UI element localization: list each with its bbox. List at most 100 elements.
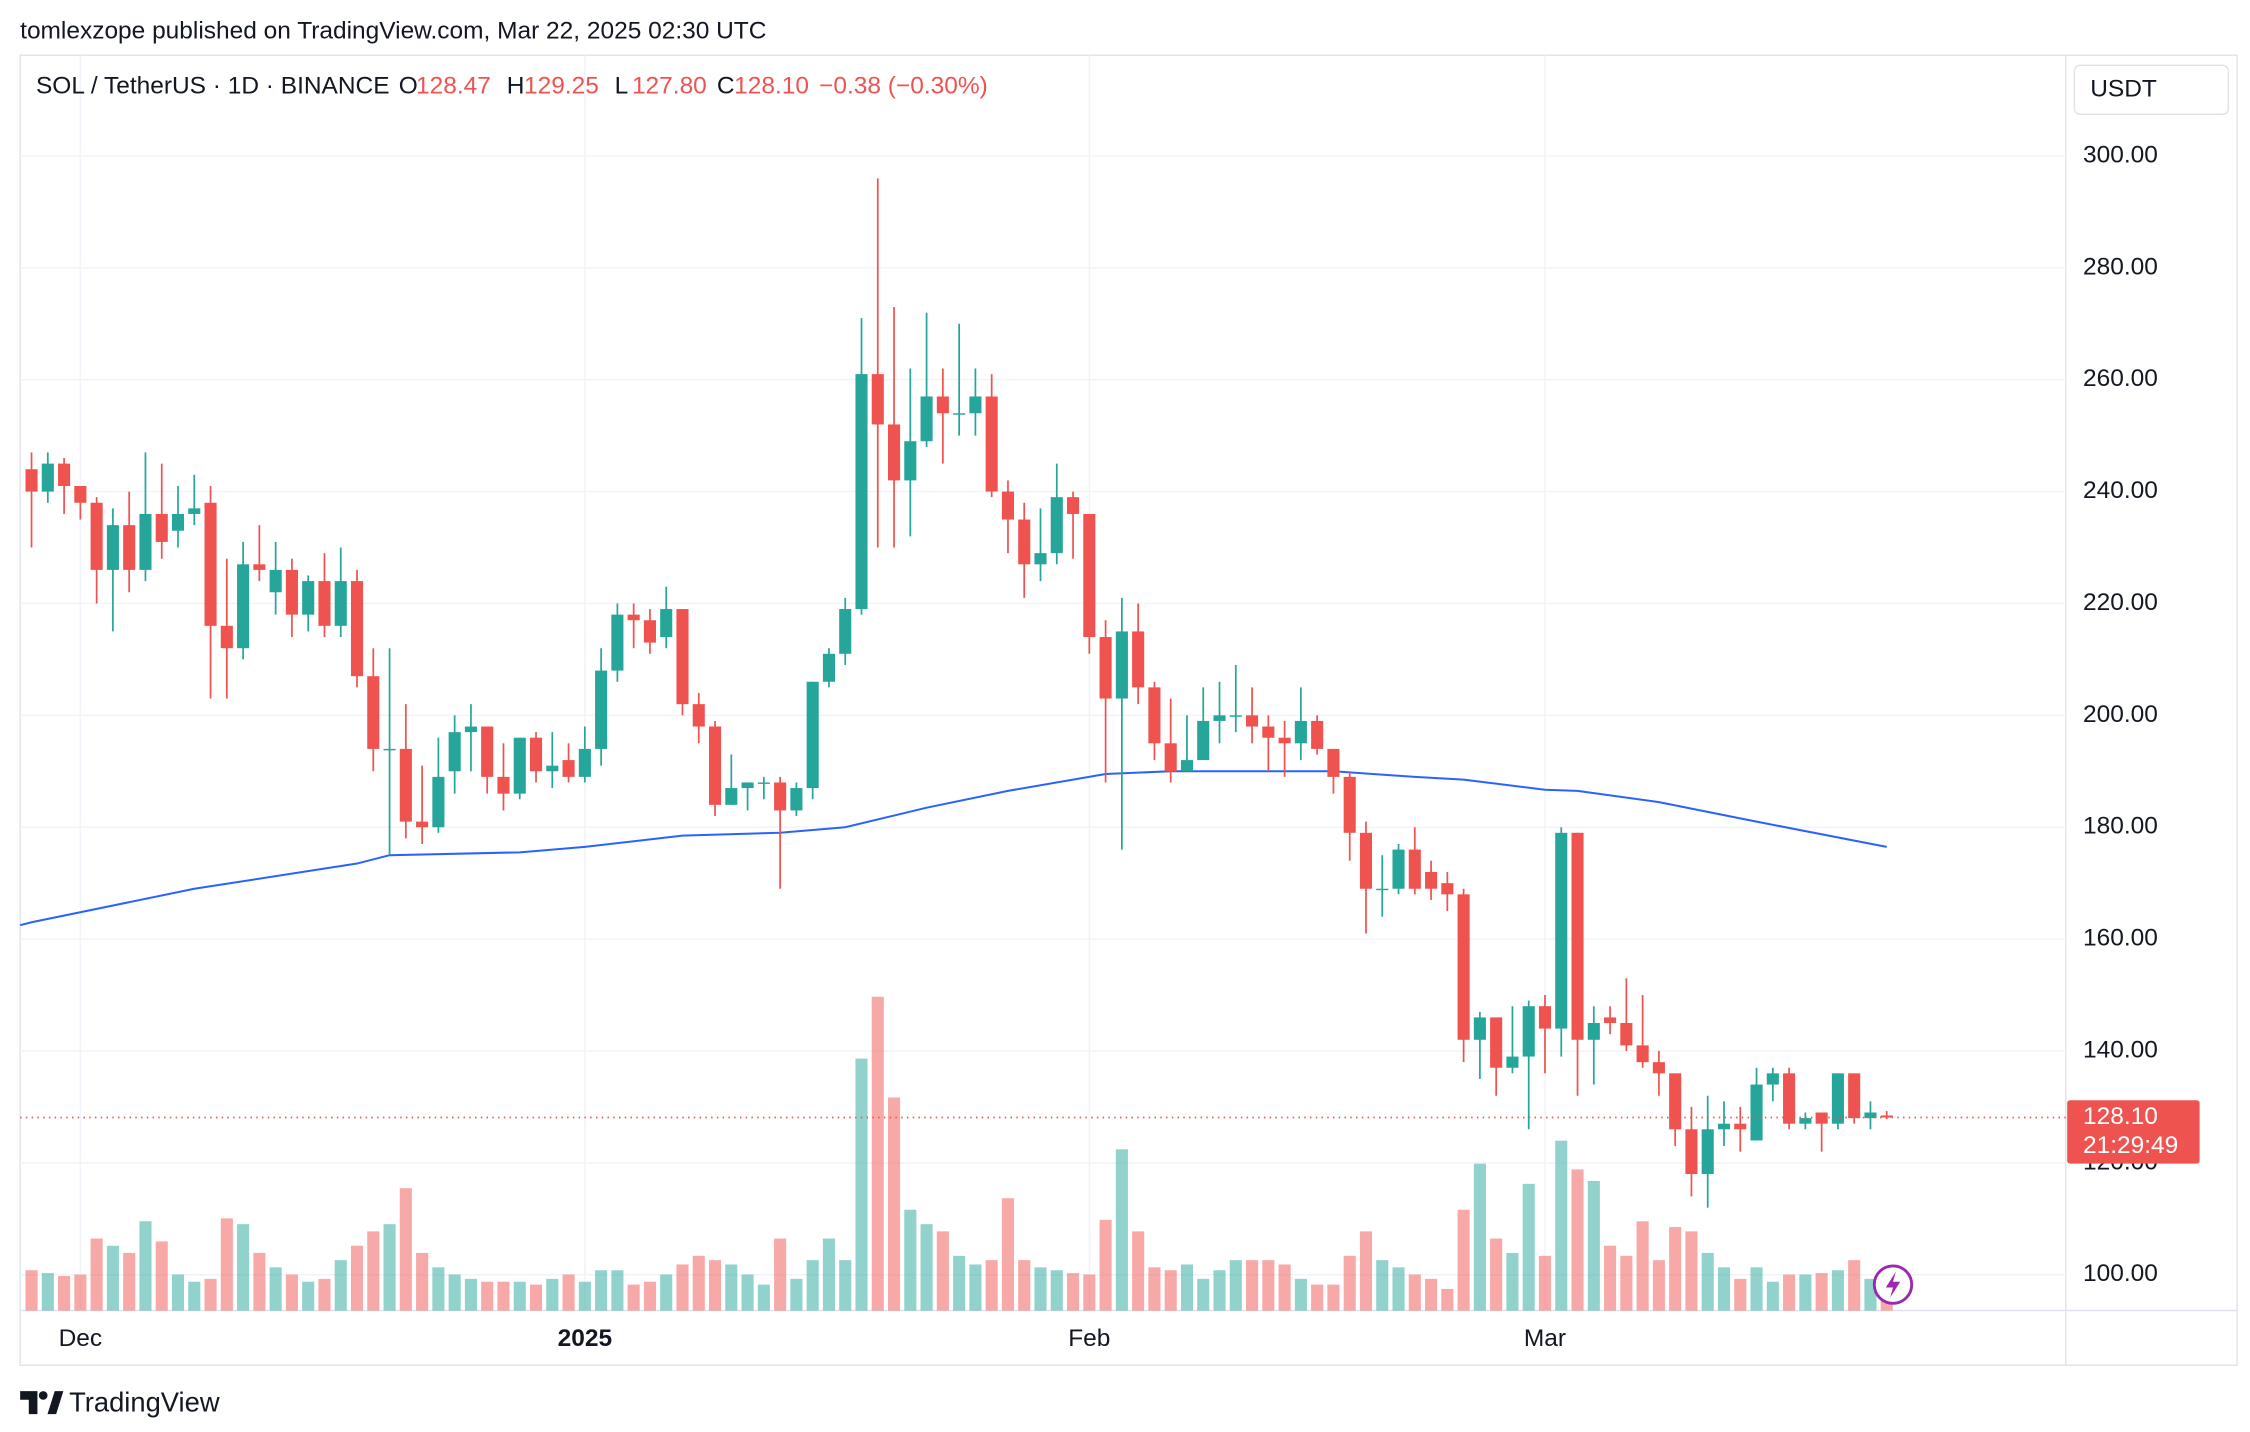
candle-body bbox=[660, 609, 673, 638]
candle-body bbox=[302, 581, 315, 615]
candle-body bbox=[627, 614, 640, 621]
volume-bar bbox=[481, 1281, 494, 1311]
volume-bar bbox=[790, 1278, 803, 1311]
volume-bar bbox=[1376, 1260, 1389, 1311]
x-tick-label: 2025 bbox=[558, 1325, 612, 1352]
candle-body bbox=[1213, 715, 1226, 721]
volume-bar bbox=[367, 1231, 380, 1311]
volume-bar bbox=[839, 1260, 852, 1311]
volume-bar bbox=[302, 1281, 315, 1311]
volume-bar bbox=[904, 1209, 917, 1311]
candle-body bbox=[643, 620, 656, 643]
candle-body bbox=[692, 704, 705, 727]
volume-bar bbox=[432, 1267, 445, 1311]
y-tick-label: 220.00 bbox=[2083, 589, 2158, 616]
candle-body bbox=[1636, 1045, 1649, 1063]
candle-body bbox=[464, 726, 477, 733]
candle-body bbox=[1164, 743, 1177, 772]
ohlc-key: O bbox=[399, 72, 418, 99]
candle-body bbox=[1571, 832, 1584, 1040]
candle-body bbox=[757, 782, 770, 784]
candle-body bbox=[790, 788, 803, 811]
volume-bar bbox=[1750, 1267, 1763, 1311]
volume-bar bbox=[822, 1238, 835, 1311]
moving-average-line bbox=[19, 770, 1887, 927]
candle-body bbox=[1701, 1129, 1714, 1175]
brand-name: TradingView bbox=[69, 1386, 220, 1417]
chart-frame bbox=[19, 54, 2238, 1366]
candle-body bbox=[1246, 715, 1259, 727]
volume-bar bbox=[1701, 1252, 1714, 1311]
volume-bar bbox=[1717, 1267, 1731, 1311]
volume-bar bbox=[1327, 1284, 1340, 1311]
currency-box[interactable] bbox=[2073, 64, 2230, 115]
volume-bar bbox=[562, 1274, 575, 1311]
candle-body bbox=[171, 513, 185, 531]
candle-body bbox=[595, 670, 608, 749]
volume-bar bbox=[1229, 1260, 1242, 1311]
volume-bar bbox=[513, 1281, 526, 1311]
volume-bar bbox=[1425, 1278, 1438, 1311]
volume-bar bbox=[269, 1267, 282, 1311]
volume-bar bbox=[220, 1218, 233, 1311]
candle-body bbox=[481, 726, 494, 777]
volume-bar bbox=[969, 1264, 982, 1311]
candle-body bbox=[1506, 1056, 1519, 1068]
candle-body bbox=[676, 609, 689, 705]
volume-bar bbox=[774, 1238, 787, 1311]
candle-body bbox=[1441, 883, 1454, 895]
candle-body bbox=[367, 676, 380, 749]
y-tick-label: 180.00 bbox=[2083, 813, 2158, 840]
volume-bar bbox=[350, 1245, 364, 1311]
candle-body bbox=[399, 748, 412, 822]
ohlc-key: L bbox=[615, 72, 629, 99]
ohlc-value: 127.80 bbox=[632, 72, 707, 99]
candle-body bbox=[1880, 1115, 1893, 1118]
countdown-label: 21:29:49 bbox=[2083, 1132, 2178, 1159]
y-tick-label: 100.00 bbox=[2083, 1260, 2158, 1287]
grid bbox=[20, 55, 2066, 1311]
candle-body bbox=[383, 748, 396, 751]
candle-body bbox=[969, 396, 982, 414]
volume-bar bbox=[1652, 1260, 1665, 1311]
candle-body bbox=[611, 614, 624, 671]
candle-body bbox=[887, 424, 901, 481]
volume-bar bbox=[741, 1274, 754, 1311]
volume-bar bbox=[1001, 1198, 1015, 1311]
candle-body bbox=[58, 463, 71, 486]
volume-bar bbox=[1018, 1260, 1031, 1311]
candle-body bbox=[1083, 513, 1096, 638]
volume-bar bbox=[920, 1224, 933, 1311]
volume-bar bbox=[1473, 1163, 1486, 1311]
y-tick-label: 240.00 bbox=[2083, 477, 2158, 504]
candle-body bbox=[188, 508, 201, 514]
volume-bar bbox=[1620, 1255, 1633, 1311]
last-price-label: 128.10 bbox=[2083, 1103, 2158, 1130]
y-tick-label: 160.00 bbox=[2083, 925, 2158, 952]
volume-bar bbox=[692, 1255, 705, 1311]
y-tick-label: 280.00 bbox=[2083, 253, 2158, 280]
candle-body bbox=[529, 737, 543, 772]
candle-body bbox=[497, 776, 510, 794]
volume-bar bbox=[399, 1188, 412, 1311]
volume-bar bbox=[708, 1260, 722, 1311]
volume-bar bbox=[595, 1270, 608, 1311]
x-tick-label: Dec bbox=[59, 1325, 103, 1352]
candle-body bbox=[1311, 720, 1324, 749]
candle-body bbox=[155, 513, 168, 542]
candle-body bbox=[448, 732, 461, 772]
candle-body bbox=[25, 469, 38, 492]
candle-body bbox=[725, 788, 738, 805]
volume-bar bbox=[41, 1273, 54, 1311]
volume-bar bbox=[1067, 1273, 1080, 1311]
candle-body bbox=[123, 525, 136, 570]
candle-body bbox=[936, 396, 949, 414]
candle-body bbox=[855, 374, 868, 610]
volume-bar bbox=[464, 1278, 477, 1311]
logo-part bbox=[38, 1391, 48, 1400]
volume-bar bbox=[1343, 1255, 1356, 1311]
volume-bar bbox=[416, 1252, 429, 1311]
volume-bar bbox=[1164, 1270, 1177, 1311]
